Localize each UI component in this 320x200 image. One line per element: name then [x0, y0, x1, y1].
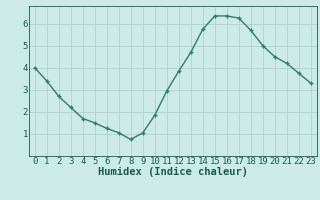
X-axis label: Humidex (Indice chaleur): Humidex (Indice chaleur)	[98, 167, 248, 177]
